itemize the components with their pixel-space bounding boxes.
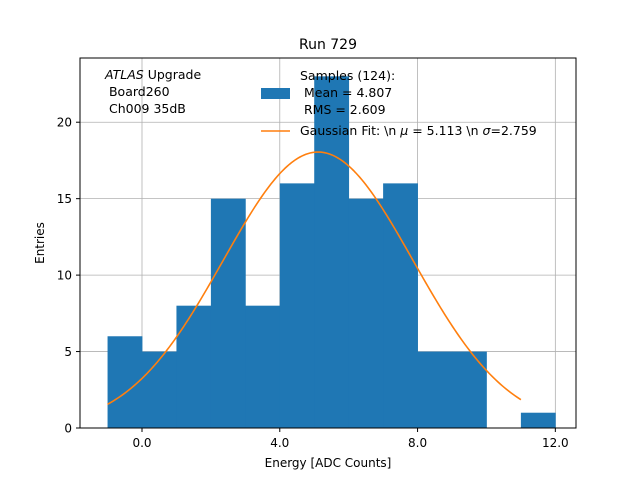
x-tick-label-3: 12.0 [542, 436, 569, 450]
y-tick-label-1: 5 [64, 345, 72, 359]
legend-histogram-swatch [261, 88, 290, 99]
histogram-bar-4 [245, 305, 281, 428]
histogram-bar-1 [142, 351, 177, 428]
histogram-bar-3 [210, 198, 246, 428]
gaussian-fit-curve [107, 151, 522, 405]
x-tick-label-0: 0.0 [132, 436, 151, 450]
plot-frame [79, 57, 577, 429]
atlas-annotation: ATLAS Upgrade Board260 Ch009 35dB [104, 67, 201, 116]
legend-fit-label: Gaussian Fit: \n μ = 5.113 \n σ=2.759 [300, 123, 537, 138]
histogram-bar-5 [279, 183, 315, 428]
legend-fit-middle: = 5.113 \n [408, 123, 482, 138]
histogram-bars [107, 76, 556, 428]
legend-histogram-line-1: Samples (124): [300, 68, 395, 83]
legend: Samples (124): Mean = 4.807 RMS = 2.609 … [261, 68, 537, 138]
legend-histogram-line-2: Mean = 4.807 [300, 85, 392, 100]
x-axis-label: Energy [ADC Counts] [265, 456, 392, 470]
x-axis-ticks: 0.0 4.0 8.0 12.0 [132, 428, 569, 450]
annotation-line-3: Ch009 35dB [105, 101, 186, 116]
legend-fit-mu: μ [399, 123, 408, 138]
histogram-bar-9 [417, 351, 453, 428]
histogram-bar-0 [107, 336, 143, 428]
y-tick-label-0: 0 [64, 422, 72, 436]
legend-histogram-line-3: RMS = 2.609 [300, 102, 386, 117]
histogram-bar-8 [383, 183, 418, 428]
x-tick-label-2: 8.0 [408, 436, 427, 450]
histogram-bar-6 [314, 76, 350, 428]
annotation-line-2: Board260 [105, 84, 170, 99]
y-axis-ticks: 0 5 10 15 20 [57, 116, 80, 436]
y-axis-label: Entries [33, 222, 47, 264]
y-tick-label-2: 10 [57, 269, 72, 283]
x-tick-label-1: 4.0 [270, 436, 289, 450]
y-tick-label-4: 20 [57, 116, 72, 130]
histogram-bar-12 [520, 412, 556, 428]
annotation-atlas: ATLAS [104, 67, 144, 82]
histogram-bar-10 [452, 351, 487, 428]
histogram-bar-2 [176, 305, 212, 428]
chart-title: Run 729 [299, 37, 357, 53]
annotation-line-1: ATLAS Upgrade [104, 67, 201, 82]
histogram-bar-7 [348, 198, 384, 428]
legend-fit-prefix: Gaussian Fit: \n [300, 123, 400, 138]
annotation-upgrade: Upgrade [144, 67, 202, 82]
y-tick-label-3: 15 [57, 192, 72, 206]
legend-fit-suffix: =2.759 [490, 123, 536, 138]
legend-fit-sigma: σ [483, 123, 492, 138]
